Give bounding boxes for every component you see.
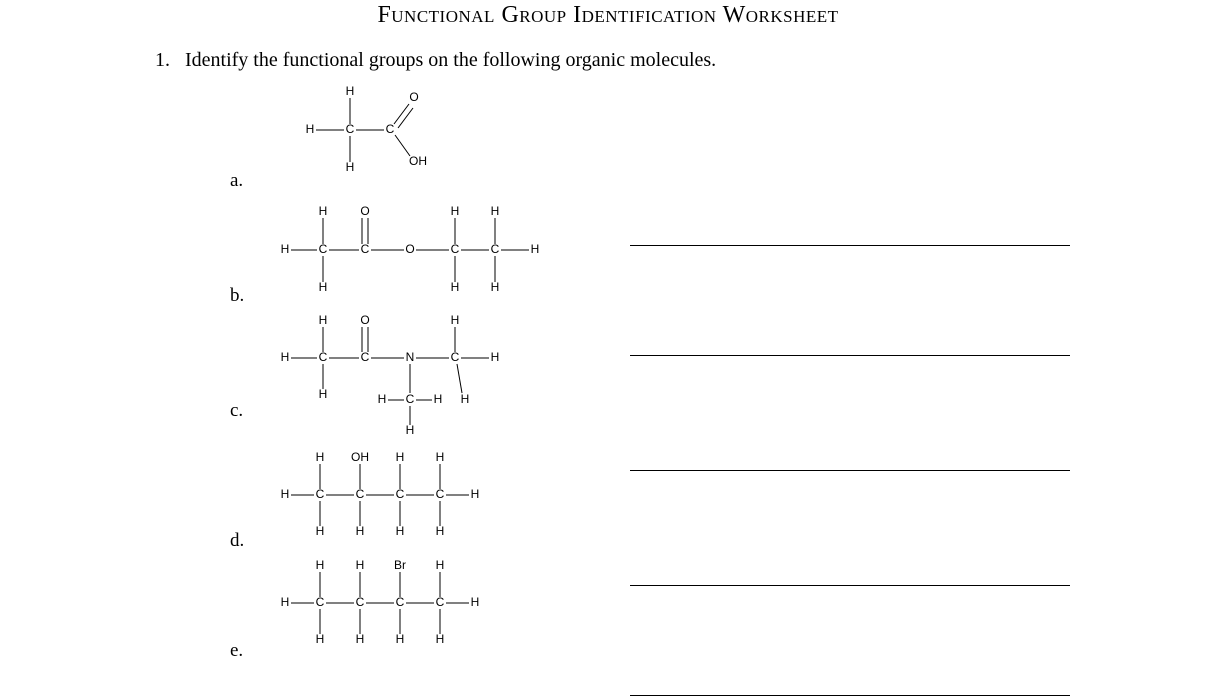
atom-label: H	[491, 204, 500, 218]
atom-label: H	[451, 204, 460, 218]
atom-label: C	[319, 350, 328, 364]
atom-label: H	[451, 313, 460, 327]
atom-label: O	[409, 90, 418, 104]
atom-label: H	[356, 524, 365, 538]
atom-label: H	[356, 632, 365, 646]
answer-blank-line	[630, 470, 1070, 471]
atom-label: H	[319, 387, 328, 401]
atom-label: H	[281, 595, 290, 609]
atom-label: C	[316, 595, 325, 609]
molecule-structure-d: H C C C C H H H OH H H H H H	[270, 450, 530, 550]
atom-label: H	[316, 450, 325, 464]
atom-label: C	[386, 122, 395, 136]
molecule-structure-c: H C C N C H H H O H H C H H H	[270, 313, 550, 443]
atom-label: C	[319, 242, 328, 256]
item-label: b.	[230, 285, 244, 307]
atom-label: H	[356, 558, 365, 572]
atom-label: C	[451, 350, 460, 364]
molecule-structure-b: H C C O C C H H H O H H H H	[270, 200, 570, 300]
question-number: 1.	[155, 49, 180, 72]
atom-label: H	[316, 558, 325, 572]
atom-label: H	[491, 350, 500, 364]
atom-label: H	[436, 632, 445, 646]
atom-label: C	[356, 487, 365, 501]
bond	[457, 364, 462, 393]
bond	[395, 135, 410, 156]
atom-label: H	[451, 280, 460, 294]
answer-blank-line	[630, 585, 1070, 586]
atom-label: OH	[351, 450, 369, 464]
atom-label: H	[319, 313, 328, 327]
atom-label: H	[396, 450, 405, 464]
molecule-structure-a: H C C H H O OH	[290, 80, 450, 180]
atom-label: Br	[394, 558, 406, 572]
atom-label: H	[378, 392, 387, 406]
item-label: e.	[230, 640, 243, 662]
item-label: c.	[230, 400, 243, 422]
question-text: Identify the functional groups on the fo…	[185, 49, 716, 71]
atom-label: C	[436, 595, 445, 609]
atom-label: H	[346, 160, 355, 174]
atom-label: H	[471, 595, 480, 609]
atom-label: H	[316, 632, 325, 646]
atom-label: H	[346, 84, 355, 98]
atom-label: C	[346, 122, 355, 136]
question-line: 1. Identify the functional groups on the…	[0, 49, 1216, 80]
atom-label: H	[436, 450, 445, 464]
atom-label: C	[491, 242, 500, 256]
answer-blank-line	[630, 355, 1070, 356]
item-label: a.	[230, 170, 243, 192]
atom-label: C	[361, 350, 370, 364]
atom-label: C	[361, 242, 370, 256]
atom-label: H	[436, 524, 445, 538]
atom-label: H	[436, 558, 445, 572]
atom-label: H	[306, 122, 315, 136]
atom-label: H	[319, 280, 328, 294]
atom-label: N	[406, 350, 415, 364]
atom-label: OH	[409, 154, 427, 168]
atom-label: H	[281, 242, 290, 256]
atom-label: C	[396, 487, 405, 501]
atom-label: C	[316, 487, 325, 501]
answer-blank-line	[630, 245, 1070, 246]
atom-label: H	[316, 524, 325, 538]
atom-label: H	[461, 392, 470, 406]
atom-label: H	[319, 204, 328, 218]
atom-label: H	[396, 632, 405, 646]
atom-label: H	[406, 423, 415, 437]
atom-label: O	[405, 242, 414, 256]
bond	[394, 104, 409, 124]
molecule-structure-e: H C C C C H H H H H Br H H H	[270, 558, 530, 658]
atom-label: O	[360, 313, 369, 327]
atom-label: H	[471, 487, 480, 501]
atom-label: C	[451, 242, 460, 256]
atom-label: H	[281, 350, 290, 364]
atom-label: C	[436, 487, 445, 501]
worksheet-title: Functional Group Identification Workshee…	[0, 0, 1216, 49]
atom-label: C	[396, 595, 405, 609]
atom-label: O	[360, 204, 369, 218]
atom-label: C	[406, 392, 415, 406]
atom-label: C	[356, 595, 365, 609]
atom-label: H	[396, 524, 405, 538]
atom-label: H	[491, 280, 500, 294]
atom-label: H	[434, 392, 443, 406]
atom-label: H	[281, 487, 290, 501]
item-label: d.	[230, 530, 244, 552]
bond	[398, 108, 413, 128]
atom-label: H	[531, 242, 540, 256]
